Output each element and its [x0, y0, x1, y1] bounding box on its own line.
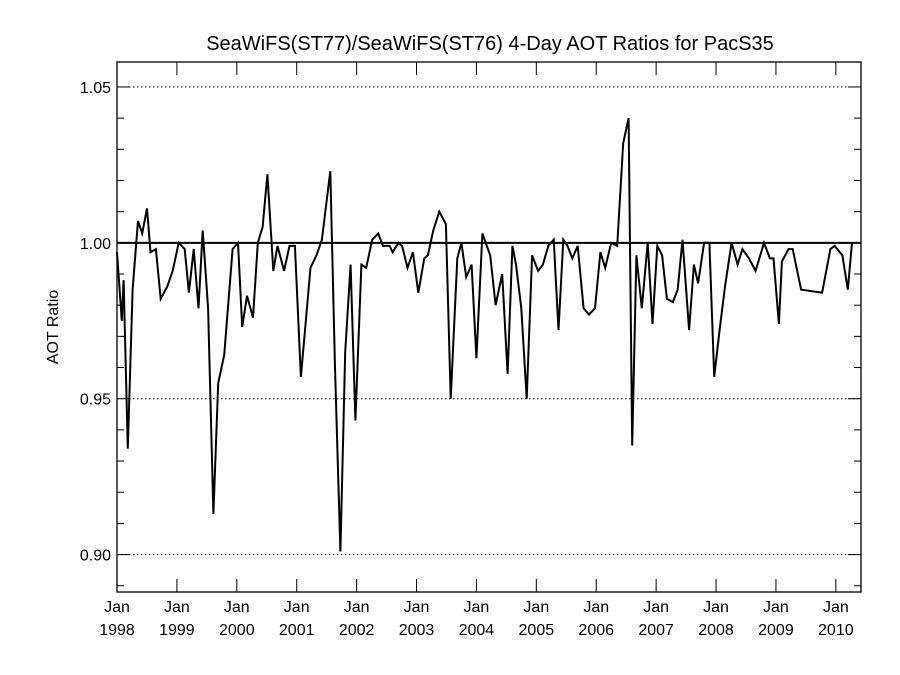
y-tick-label: 0.95 [80, 392, 111, 409]
x-tick-year-label: 2010 [818, 622, 854, 639]
gridlines [117, 86, 861, 556]
x-tick-year-label: 1999 [159, 622, 195, 639]
y-tick-label: 1.05 [80, 80, 111, 97]
x-tick-month-label: Jan [164, 599, 190, 616]
x-tick-year-label: 2004 [459, 622, 495, 639]
x-tick-year-label: 2000 [219, 622, 255, 639]
x-tick-month-label: Jan [583, 599, 609, 616]
y-tick-labels: 0.90 0.95 1.00 1.05 [80, 80, 111, 565]
x-tick-month-label: Jan [763, 599, 789, 616]
y-axis-label: AOT Ratio [45, 290, 62, 365]
series-line [116, 117, 853, 552]
x-tick-year-label: 2009 [758, 622, 794, 639]
series-layer [116, 117, 853, 552]
x-tick-month-label: Jan [703, 599, 729, 616]
x-tick-year-label: 2005 [519, 622, 555, 639]
x-tick-month-label: Jan [823, 599, 849, 616]
x-tick-month-label: Jan [284, 599, 310, 616]
x-tick-year-label: 2008 [698, 622, 734, 639]
y-tick-label: 0.90 [80, 548, 111, 565]
x-tick-year-label: 1998 [99, 622, 135, 639]
x-tick-month-label: Jan [464, 599, 490, 616]
x-tick-month-label: Jan [404, 599, 430, 616]
chart-title: SeaWiFS(ST77)/SeaWiFS(ST76) 4-Day AOT Ra… [206, 33, 774, 55]
plot-frame [116, 61, 862, 593]
y-tick-label: 1.00 [80, 236, 111, 253]
x-tick-year-label: 2001 [279, 622, 315, 639]
axis-ticks [116, 62, 861, 592]
x-tick-month-label: Jan [344, 599, 370, 616]
x-tick-month-label: Jan [224, 599, 250, 616]
x-tick-month-label: Jan [523, 599, 549, 616]
x-tick-month-label: Jan [104, 599, 130, 616]
x-tick-year-label: 2007 [638, 622, 674, 639]
x-tick-year-label: 2006 [578, 622, 614, 639]
x-tick-year-label: 2003 [399, 622, 435, 639]
x-tick-month-label: Jan [643, 599, 669, 616]
x-tick-labels: Jan 1998 Jan 1999 Jan 2000 Jan 2001 Jan 2002 Jan 20… [99, 599, 854, 639]
x-tick-year-label: 2002 [339, 622, 375, 639]
